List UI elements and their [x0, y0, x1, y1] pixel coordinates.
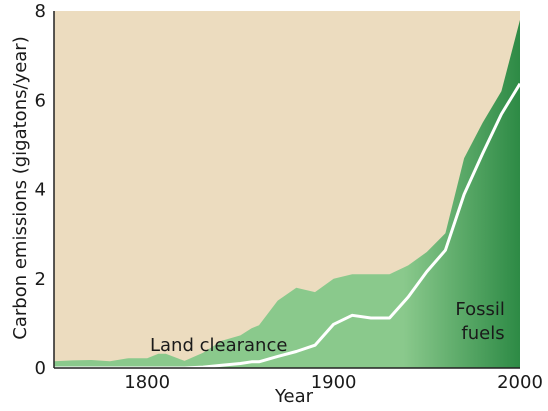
- fossil-fuels-label-line1: Fossil: [455, 299, 504, 320]
- y-tick-labels: 0 2 4 6 8: [35, 1, 46, 379]
- fossil-fuels-label: Fossil fuels: [455, 299, 510, 344]
- x-tick-label: 2000: [497, 372, 543, 393]
- y-tick-label: 8: [35, 1, 46, 22]
- land-clearance-area: [54, 19, 520, 369]
- x-tick-label: 1900: [311, 372, 357, 393]
- y-tick-label: 2: [35, 269, 46, 290]
- y-axis-title: Carbon emissions (gigatons/year): [10, 36, 31, 339]
- x-tick-labels: 1800 1900 2000: [124, 372, 543, 393]
- y-tick-label: 6: [35, 90, 46, 111]
- land-clearance-label: Land clearance: [150, 335, 287, 356]
- x-tick-label: 1800: [124, 372, 170, 393]
- fossil-fuels-label-line2: fuels: [461, 323, 504, 344]
- x-axis-title: Year: [274, 386, 314, 407]
- y-tick-label: 0: [35, 358, 46, 379]
- y-tick-label: 4: [35, 180, 46, 201]
